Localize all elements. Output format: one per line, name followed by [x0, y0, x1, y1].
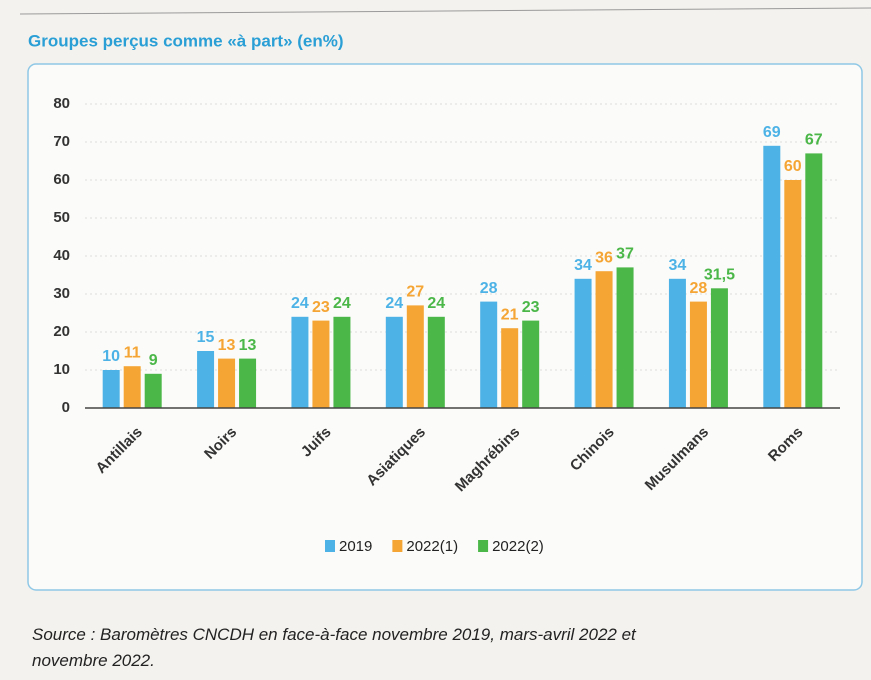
- value-label: 69: [763, 124, 781, 141]
- chart-panel: [27, 63, 863, 591]
- value-label: 23: [522, 299, 540, 316]
- value-label: 15: [197, 329, 215, 346]
- bar: [805, 153, 823, 408]
- y-tick-label: 60: [53, 171, 70, 188]
- y-tick-label: 0: [62, 399, 70, 416]
- bar: [197, 351, 215, 408]
- bar: [784, 180, 802, 408]
- value-label: 13: [239, 337, 257, 354]
- y-tick-label: 10: [53, 361, 70, 378]
- value-label: 24: [427, 295, 445, 312]
- bar: [668, 278, 686, 408]
- bar: [595, 271, 613, 408]
- y-tick-label: 20: [53, 323, 70, 340]
- value-label: 37: [616, 246, 634, 263]
- value-label: 24: [291, 295, 309, 312]
- value-label: 36: [595, 249, 613, 266]
- legend-label: 2022(1): [406, 538, 458, 555]
- bar: [312, 320, 330, 408]
- legend-swatch: [325, 540, 335, 552]
- value-label: 13: [218, 337, 236, 354]
- legend-label: 2022(2): [492, 538, 544, 555]
- bar: [480, 301, 498, 408]
- bar: [689, 301, 707, 408]
- y-tick-label: 80: [53, 95, 70, 112]
- chart-title: Groupes perçus comme «à part» (en%): [28, 31, 344, 50]
- page-rule: [19, 7, 871, 15]
- y-tick-label: 30: [53, 285, 70, 302]
- bar: [291, 316, 309, 408]
- bar: [102, 370, 120, 408]
- bar: [522, 320, 540, 408]
- y-tick-label: 50: [53, 209, 70, 226]
- value-label: 23: [312, 299, 330, 316]
- value-label: 28: [480, 280, 498, 297]
- y-tick-label: 70: [53, 133, 70, 150]
- value-label: 11: [124, 344, 141, 361]
- bar: [123, 366, 141, 408]
- bar: [406, 305, 424, 408]
- legend-swatch: [478, 540, 489, 552]
- legend-swatch: [392, 540, 403, 552]
- value-label: 27: [406, 284, 424, 301]
- value-label: 34: [574, 257, 592, 274]
- bar: [427, 316, 445, 408]
- value-label: 24: [333, 295, 351, 312]
- value-label: 24: [385, 295, 403, 312]
- bar: [501, 328, 519, 408]
- bar: [385, 316, 403, 408]
- bar: [763, 145, 781, 409]
- value-label: 9: [149, 352, 158, 369]
- value-label: 60: [784, 158, 802, 175]
- source-text: Source : Baromètres CNCDH en face-à-face…: [32, 625, 637, 644]
- source-text-line2: novembre 2022.: [32, 651, 155, 670]
- value-label: 34: [669, 257, 687, 274]
- bar: [239, 358, 257, 408]
- bar: [144, 373, 162, 408]
- source-note: Source : Baromètres CNCDH en face-à-face…: [32, 625, 641, 670]
- bar: [616, 267, 634, 408]
- value-label: 10: [102, 348, 120, 365]
- bar: [574, 278, 592, 408]
- bar: [218, 358, 236, 408]
- bar: [333, 316, 351, 408]
- y-tick-label: 40: [53, 247, 70, 264]
- value-label: 31,5: [704, 267, 735, 284]
- value-label: 67: [805, 132, 823, 149]
- value-label: 28: [690, 280, 708, 297]
- value-label: 21: [501, 306, 519, 323]
- bar: [710, 288, 728, 408]
- legend-label: 2019: [339, 538, 372, 555]
